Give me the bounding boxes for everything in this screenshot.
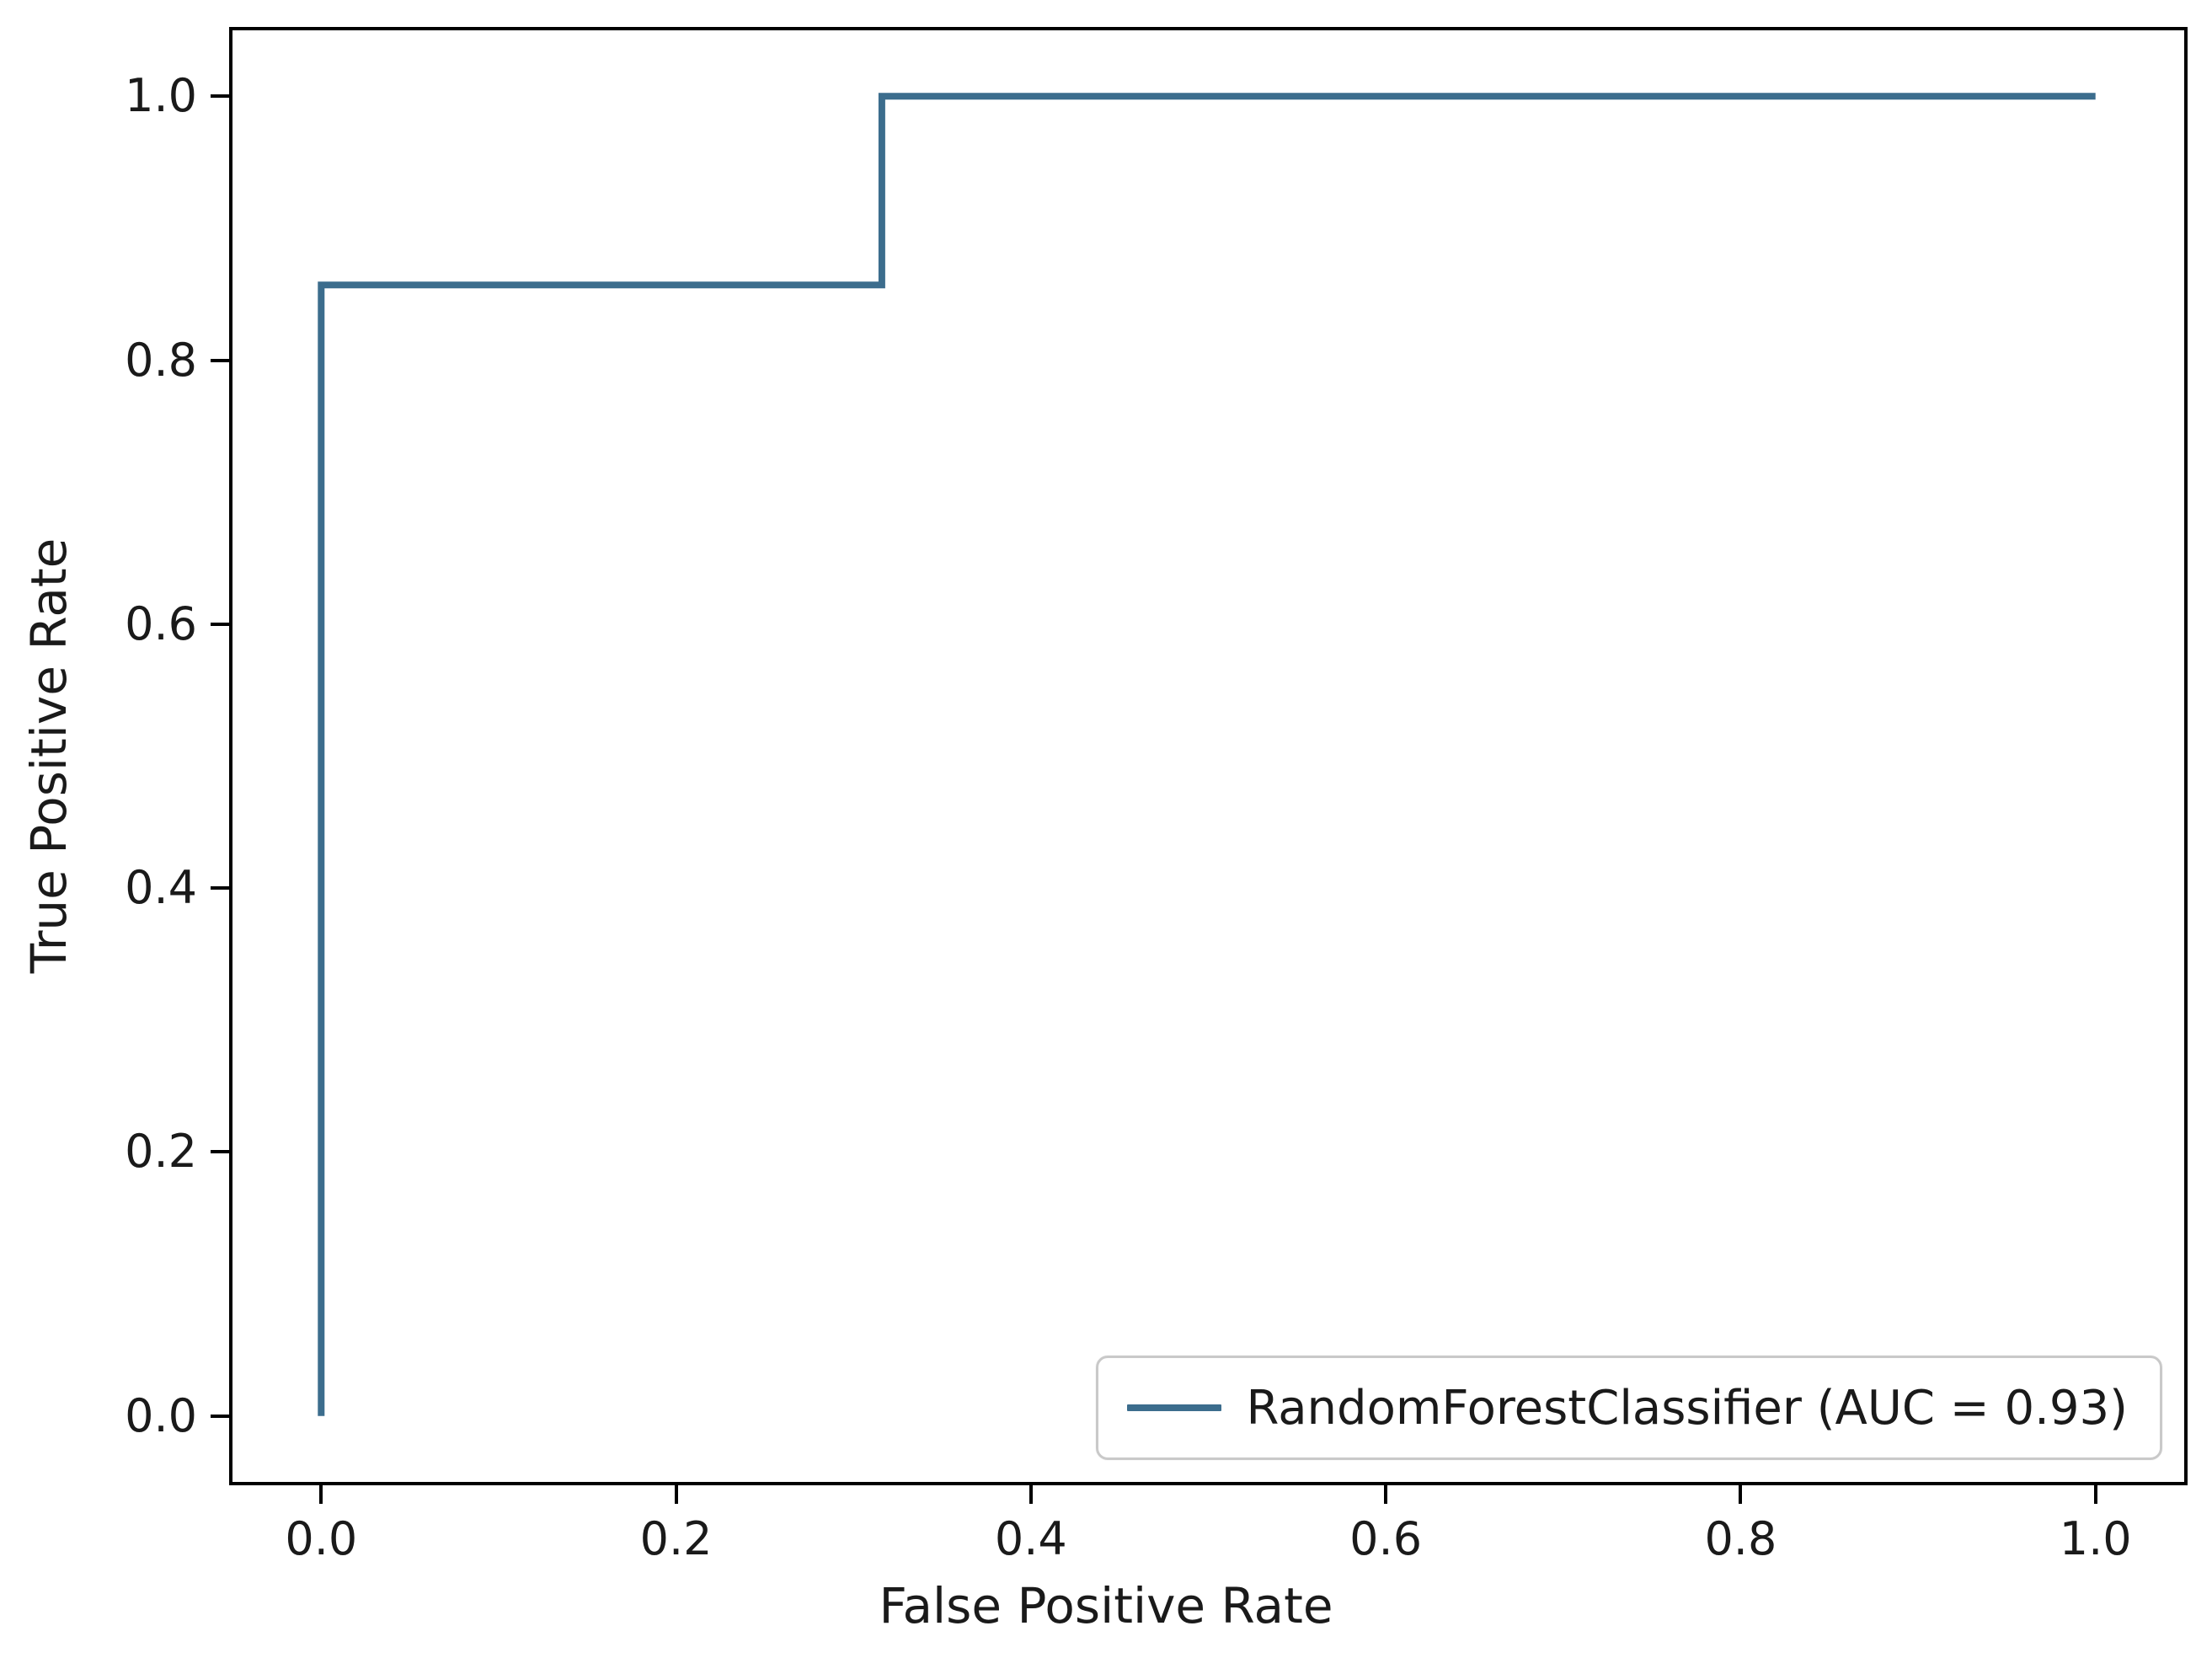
y-tick-label: 1.0 [125, 69, 197, 123]
y-axis-label: True Positive Rate [20, 538, 77, 974]
y-tick-label: 0.6 [125, 596, 197, 650]
x-tick-label: 0.6 [1349, 1512, 1423, 1565]
x-tick-mark [319, 1485, 323, 1504]
y-tick-mark [211, 94, 229, 99]
x-tick-mark [1384, 1485, 1388, 1504]
y-tick-mark [211, 622, 229, 626]
x-tick-mark [1029, 1485, 1033, 1504]
roc-curve-svg [318, 93, 2096, 1416]
x-tick-label: 1.0 [2059, 1512, 2132, 1565]
x-tick-mark [1739, 1485, 1743, 1504]
roc-curve-line [318, 93, 2096, 1416]
y-tick-label: 0.2 [125, 1125, 197, 1179]
plot-area: RandomForestClassifier (AUC = 0.93) [229, 27, 2188, 1485]
y-tick-label: 0.4 [125, 861, 197, 915]
x-tick-label: 0.2 [639, 1512, 713, 1565]
x-tick-label: 0.4 [994, 1512, 1067, 1565]
x-tick-mark [674, 1485, 678, 1504]
legend-label: RandomForestClassifier (AUC = 0.93) [1246, 1380, 2128, 1436]
y-tick-mark [211, 358, 229, 362]
legend-box: RandomForestClassifier (AUC = 0.93) [1095, 1356, 2162, 1460]
x-tick-label: 0.0 [285, 1512, 358, 1565]
x-axis-label: False Positive Rate [879, 1577, 1333, 1634]
y-tick-label: 0.0 [125, 1388, 197, 1442]
legend-line-sample [1126, 1404, 1221, 1411]
x-tick-label: 0.8 [1704, 1512, 1777, 1565]
y-tick-label: 0.8 [125, 333, 197, 387]
y-tick-mark [211, 886, 229, 891]
y-tick-mark [211, 1150, 229, 1154]
y-tick-mark [211, 1414, 229, 1418]
x-tick-mark [2093, 1485, 2097, 1504]
